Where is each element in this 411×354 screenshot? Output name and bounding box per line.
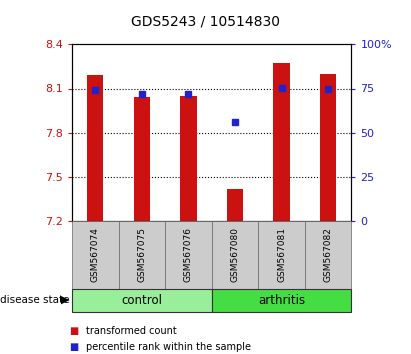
Bar: [320, 74, 336, 221]
Text: ▶: ▶: [61, 295, 70, 305]
Bar: [134, 97, 150, 221]
Bar: [87, 75, 103, 221]
Bar: [273, 63, 290, 221]
Text: transformed count: transformed count: [86, 326, 177, 336]
Text: GSM567081: GSM567081: [277, 227, 286, 282]
Text: percentile rank within the sample: percentile rank within the sample: [86, 342, 251, 352]
Text: GSM567082: GSM567082: [323, 227, 332, 282]
Text: GSM567080: GSM567080: [231, 227, 240, 282]
Bar: [180, 96, 196, 221]
Text: GDS5243 / 10514830: GDS5243 / 10514830: [131, 14, 280, 28]
Text: ■: ■: [69, 326, 79, 336]
Text: GSM567076: GSM567076: [184, 227, 193, 282]
Text: ■: ■: [69, 342, 79, 352]
Text: arthritis: arthritis: [258, 293, 305, 307]
Text: GSM567075: GSM567075: [137, 227, 146, 282]
Text: disease state: disease state: [0, 295, 69, 305]
Text: GSM567074: GSM567074: [91, 227, 100, 282]
Bar: [227, 189, 243, 221]
Text: control: control: [121, 293, 162, 307]
